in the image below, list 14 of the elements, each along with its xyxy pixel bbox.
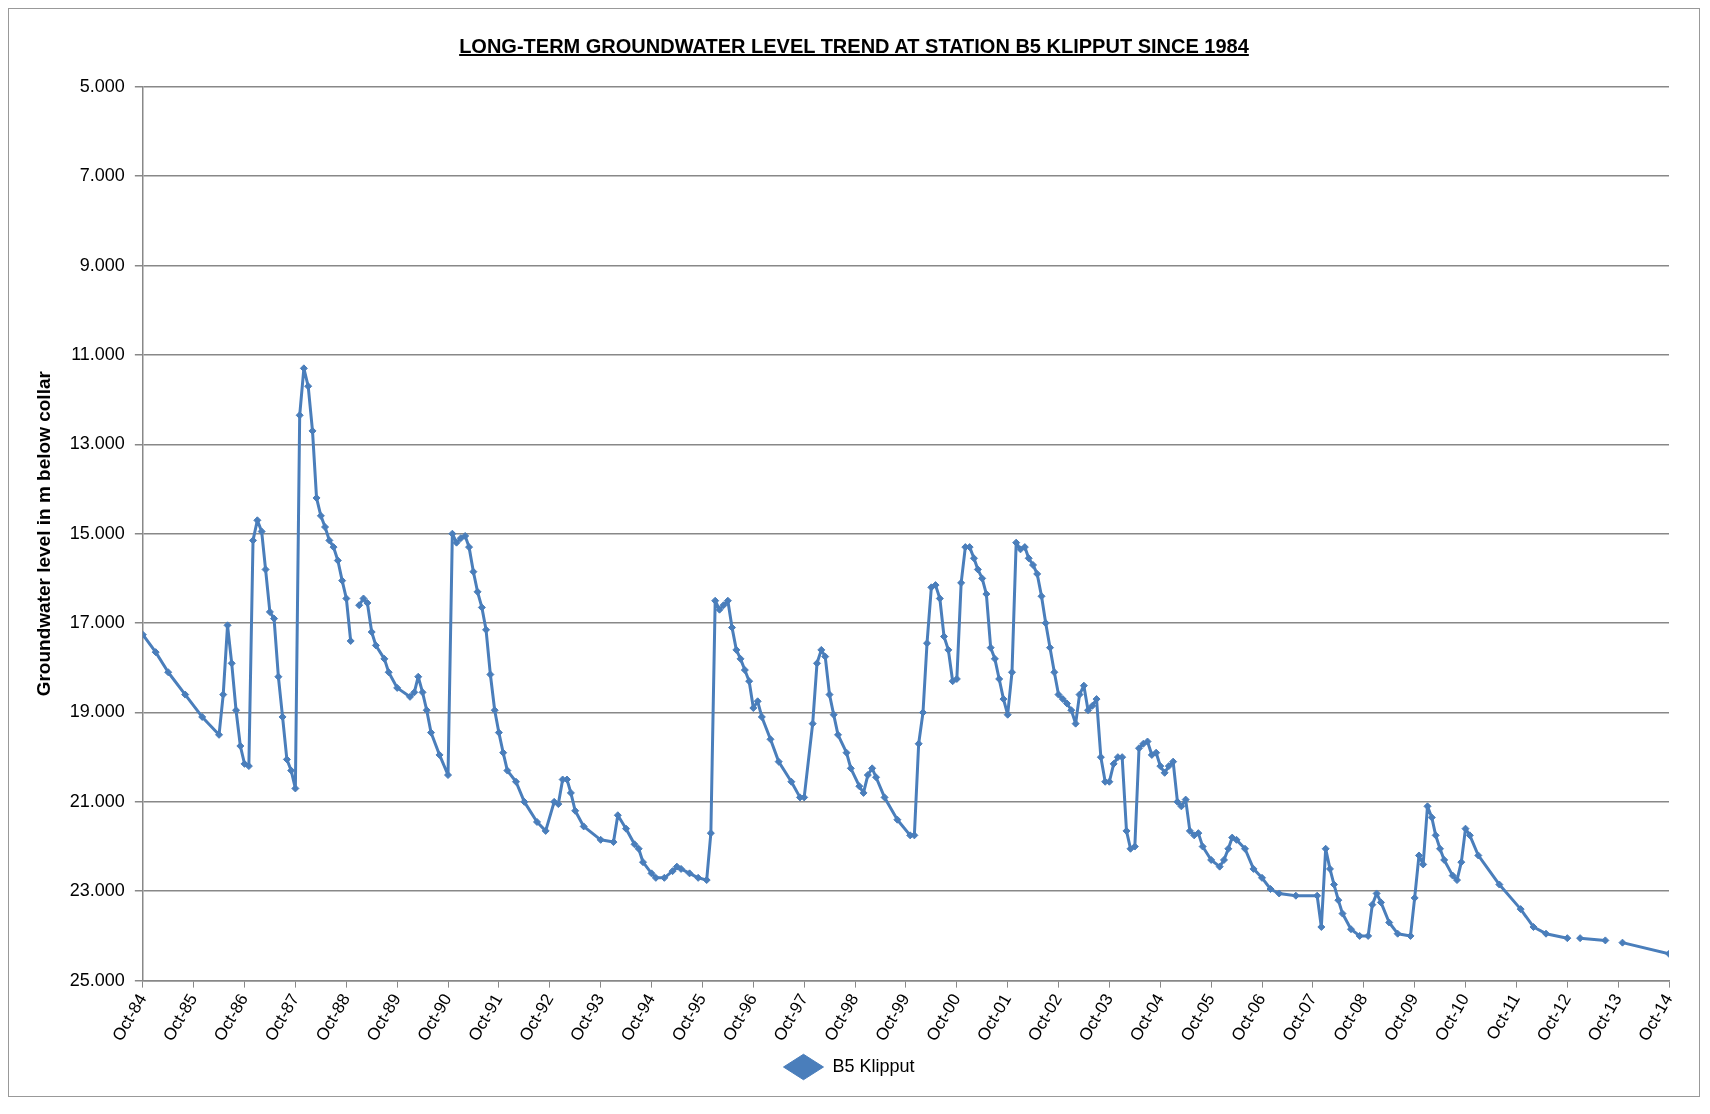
y-tick-label: 9.000: [79, 254, 125, 275]
chart-title: LONG-TERM GROUNDWATER LEVEL TREND AT STATION B5 KLIPPUT SINCE 1984: [458, 34, 1250, 59]
y-tick-label: 13.000: [69, 433, 125, 454]
y-tick-label: 11.000: [71, 343, 125, 364]
legend-label: B5 Klipput: [832, 1055, 915, 1076]
y-tick-label: 5.000: [79, 75, 125, 96]
y-axis-title: Groundwater level in m below collar: [32, 370, 54, 697]
y-tick-label: 23.000: [69, 880, 125, 901]
y-tick-label: 25.000: [69, 969, 125, 990]
y-tick-label: 19.000: [69, 701, 125, 722]
y-tick-label: 21.000: [69, 790, 125, 811]
y-tick-label: 7.000: [79, 165, 125, 186]
y-tick-label: 17.000: [69, 612, 125, 633]
y-tick-label: 15.000: [69, 522, 125, 543]
